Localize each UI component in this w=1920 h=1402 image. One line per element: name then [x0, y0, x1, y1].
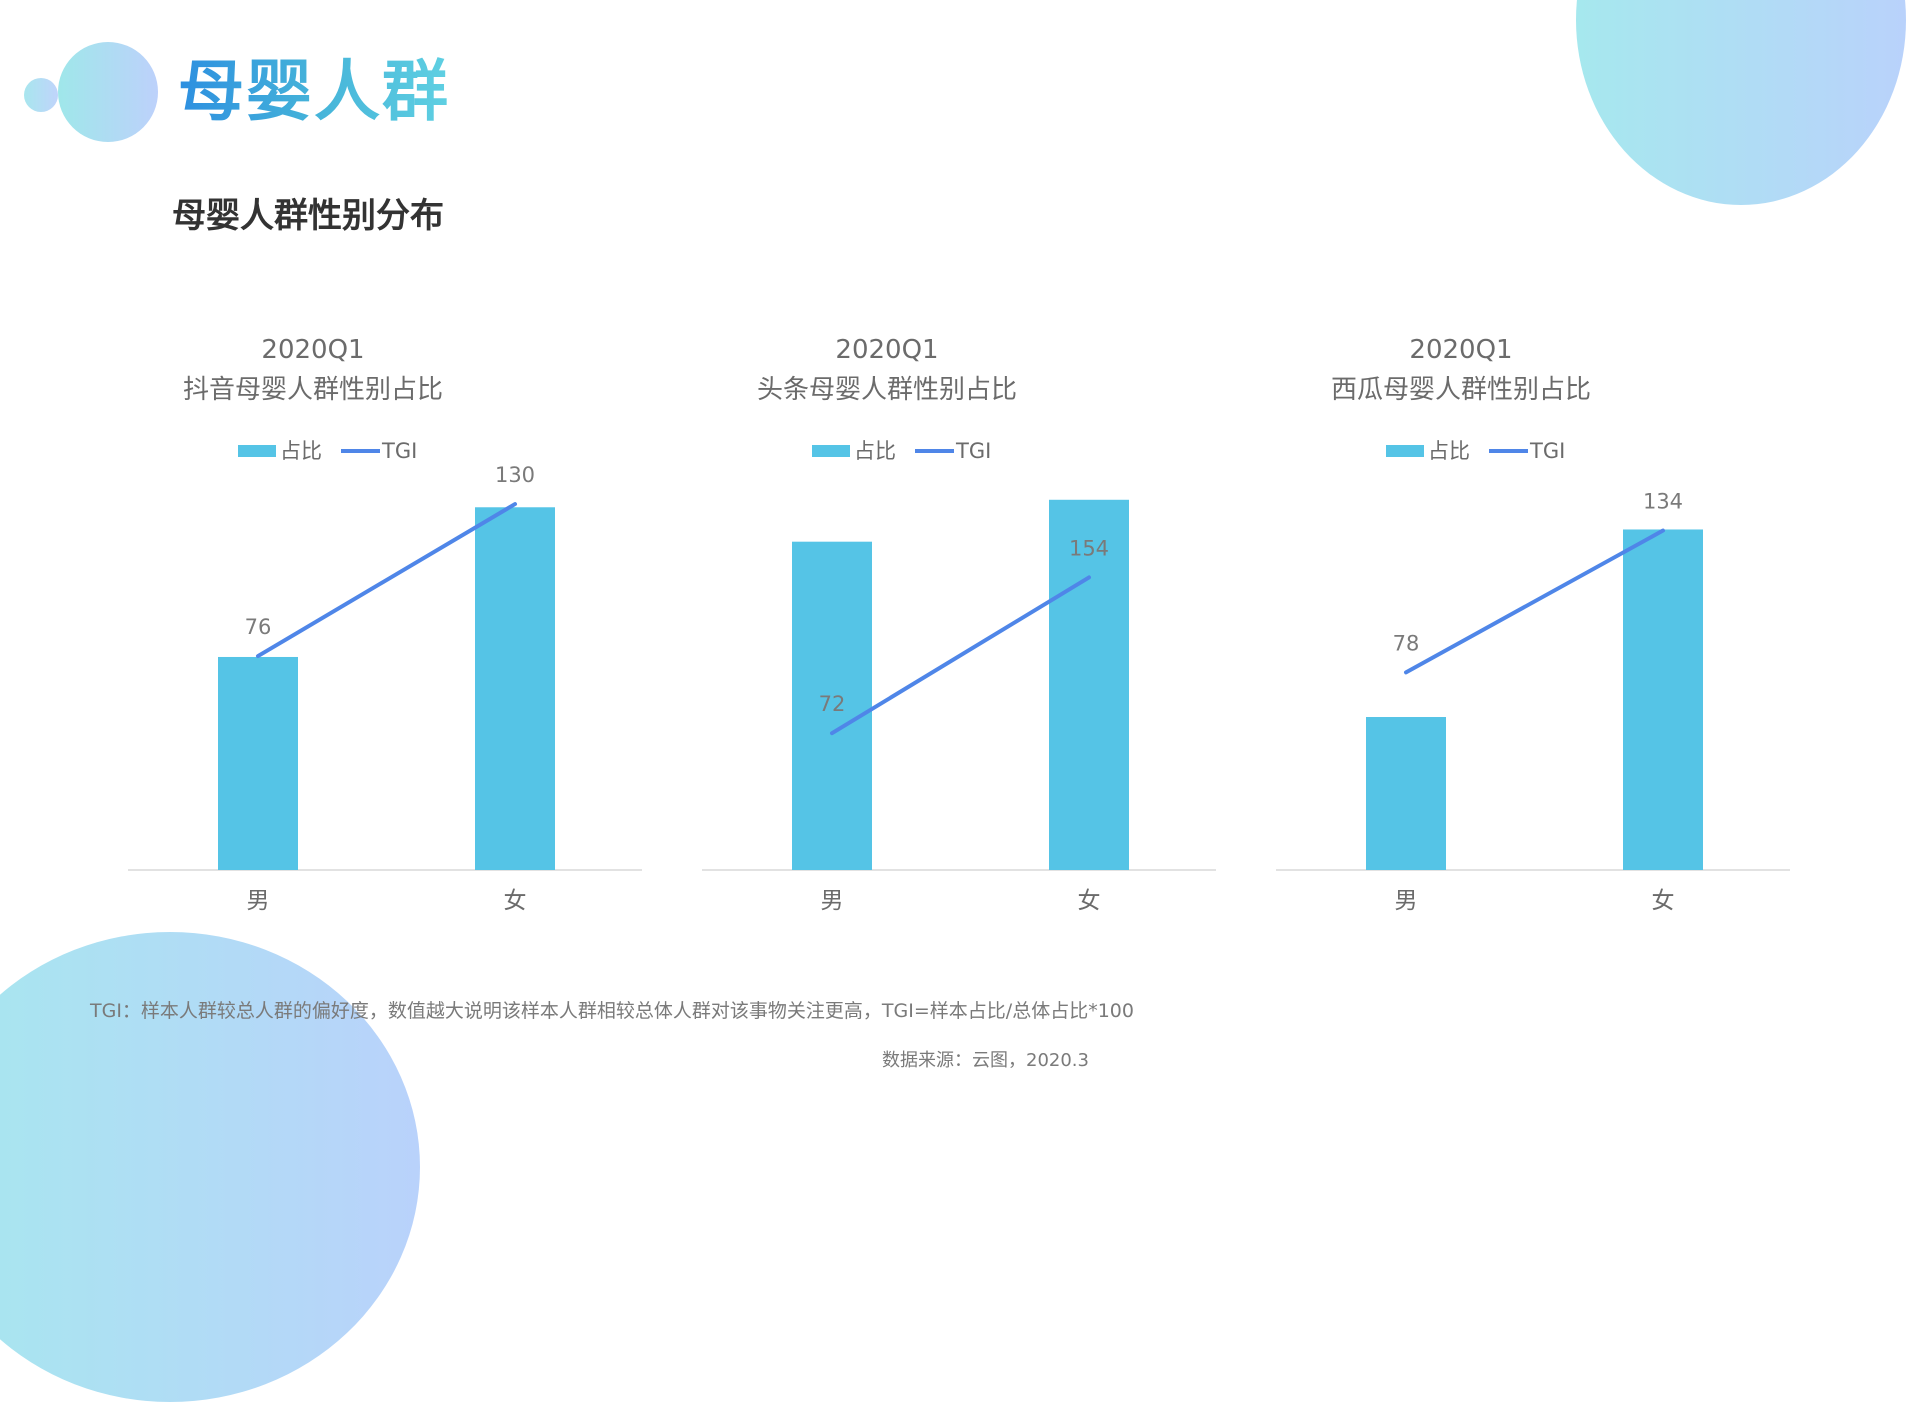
bar-1 [1049, 499, 1129, 870]
category-label-0: 男 [1395, 888, 1418, 914]
bar-0 [1366, 717, 1446, 870]
category-label-0: 男 [247, 888, 270, 914]
legend-label-line: TGI [381, 439, 417, 463]
chart-title-period: 2020Q1 [1409, 335, 1512, 365]
category-label-1: 女 [1652, 888, 1675, 914]
legend-label-bar: 占比 [1428, 439, 1470, 463]
data-label-0: 78 [1393, 631, 1420, 655]
data-label-1: 130 [495, 463, 535, 487]
chart-title-period: 2020Q1 [835, 335, 938, 365]
tgi-footnote: TGI：样本人群较总人群的偏好度，数值越大说明该样本人群相较总体人群对该事物关注… [90, 1000, 1134, 1022]
category-label-1: 女 [504, 888, 527, 914]
bar-1 [475, 507, 555, 870]
category-label-1: 女 [1078, 888, 1101, 914]
chart-title: 西瓜母婴人群性别占比 [1331, 375, 1591, 405]
legend-label-bar: 占比 [280, 439, 322, 463]
bar-0 [218, 656, 298, 870]
legend-swatch-bar [238, 445, 276, 457]
tgi-line [256, 502, 517, 659]
bar-0 [792, 541, 872, 870]
legend-label-line: TGI [955, 439, 991, 463]
bar-1 [1623, 529, 1703, 870]
legend-label-line: TGI [1529, 439, 1565, 463]
tgi-line [1404, 528, 1665, 675]
data-source: 数据来源：云图，2020.3 [882, 1050, 1089, 1071]
legend-label-bar: 占比 [854, 439, 896, 463]
legend-swatch-bar [1386, 445, 1424, 457]
decorative-dot-small [24, 78, 58, 112]
decorative-circle-title [58, 42, 158, 142]
tgi-line [830, 575, 1091, 736]
chart-title-period: 2020Q1 [261, 335, 364, 365]
data-label-0: 72 [819, 692, 846, 716]
data-label-1: 154 [1069, 536, 1109, 560]
section-subtitle: 母婴人群性别分布 [172, 196, 444, 236]
category-label-0: 男 [821, 888, 844, 914]
chart-title: 头条母婴人群性别占比 [757, 375, 1017, 405]
decorative-circle-top-right [1576, 0, 1906, 205]
data-label-0: 76 [245, 615, 272, 639]
data-label-1: 134 [1643, 490, 1683, 514]
page-title: 母婴人群 [178, 53, 450, 130]
chart-title: 抖音母婴人群性别占比 [183, 375, 443, 405]
legend-swatch-bar [812, 445, 850, 457]
